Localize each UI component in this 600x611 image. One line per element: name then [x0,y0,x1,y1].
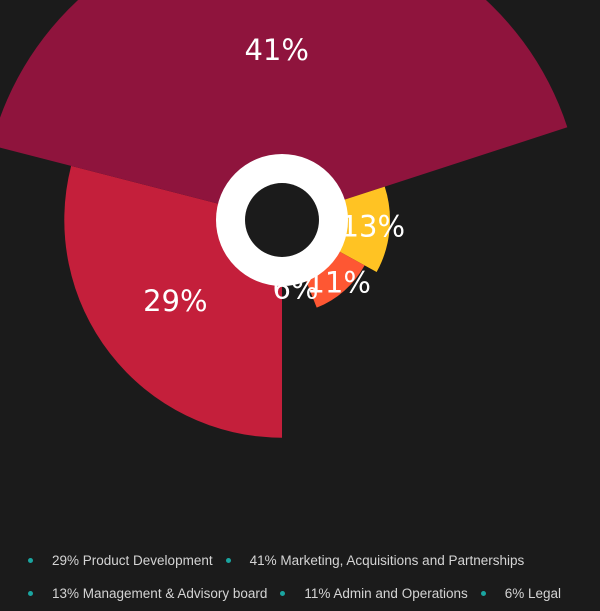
legend-item-5: 6% Legal [480,585,562,601]
legend-item-4: 11% Admin and Operations [280,585,468,601]
slice-label-5: 6% [272,272,318,306]
legend-label: 13% Management & Advisory board [52,585,268,601]
legend: 29% Product Development 41% Marketing, Ac… [0,543,600,611]
slice-2 [0,0,568,220]
legend-dot-icon [280,590,286,596]
legend-dot-icon [28,590,33,596]
center-hole [245,183,319,257]
legend-item-1: 29% Product Development [28,553,213,568]
slice-label-3: 13% [341,210,405,244]
slice-label-2: 41% [244,33,308,67]
legend-dot-icon [28,557,33,563]
legend-label: 41% Marketing, Acquisitions and Partners… [249,552,525,568]
legend-item-2: 41% Marketing, Acquisitions and Partners… [225,552,525,568]
polar-area-chart: 29% 41% 13% 11%6% [0,0,568,438]
legend-dot-icon [480,590,486,596]
legend-label: 29% Product Development [52,552,213,568]
legend-label: 6% Legal [504,585,562,601]
legend-item-3: 13% Management & Advisory board [28,586,267,601]
slice-label-4: 11% [306,265,370,299]
legend-dot-icon [225,557,231,563]
legend-label: 11% Admin and Operations [304,585,468,601]
slice-label-1: 29% [143,284,207,318]
legend-row-1: 29% Product Development 41% Marketing, Ac… [28,550,537,570]
legend-row-2: 13% Management & Advisory board 11% Admin… [28,583,574,603]
